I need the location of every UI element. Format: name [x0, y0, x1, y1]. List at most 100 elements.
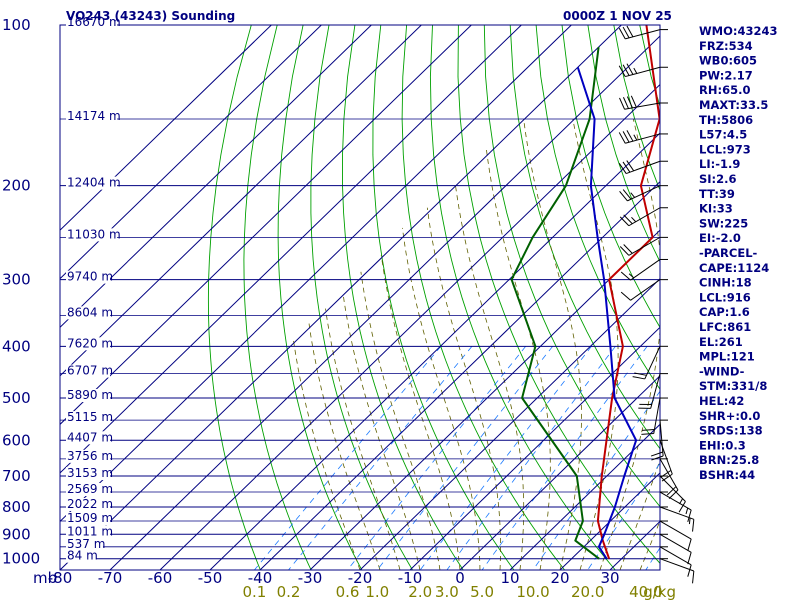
isotherm: [259, 180, 660, 570]
mixing-ratio-line: [481, 346, 648, 570]
temperature-tick-label: 30: [600, 569, 619, 587]
mixing-ratio-label: 40.0: [629, 583, 662, 600]
wind-barb-flag: [668, 489, 679, 499]
height-label: 2022 m: [67, 497, 113, 511]
wind-barb-flag: [619, 190, 628, 202]
wind-barb-flag: [687, 552, 692, 565]
dry-adiabat: [457, 25, 660, 564]
isotherm: [60, 25, 372, 328]
wind-barb: [618, 130, 668, 144]
height-label-bg: [66, 364, 110, 378]
stability-indices: WMO:43243FRZ:534WB0:605PW:2.17RH:65.0MAX…: [699, 24, 778, 482]
wind-barb-flag: [618, 65, 626, 77]
height-label: 537 m: [67, 537, 105, 551]
index-entry: WB0:605: [699, 54, 757, 68]
height-label-bg: [66, 483, 110, 497]
height-label-bg: [66, 176, 117, 190]
isotherm: [60, 25, 622, 570]
temperature-tick-label: -20: [348, 569, 373, 587]
height-label-bg: [66, 337, 110, 351]
wind-barb-flag: [622, 189, 632, 200]
isotherm: [309, 229, 660, 570]
wind-barb-half-flag: [628, 273, 635, 279]
wind-barb-shaft: [625, 66, 661, 78]
temperature-tick-label: 10: [500, 569, 519, 587]
wind-barb-shaft: [625, 29, 661, 40]
height-label-bg: [66, 306, 110, 320]
wind-barb-flag: [622, 161, 631, 173]
wind-barb-shaft: [659, 506, 694, 520]
temperature-tick-label: -40: [248, 569, 273, 587]
moist-adiabat: [455, 185, 525, 570]
chart-title: VO243 (43243) Sounding: [66, 9, 235, 23]
height-label: 9740 m: [67, 270, 113, 284]
moist-adiabat: [426, 207, 501, 570]
series-parcel: [576, 66, 638, 560]
dry-adiabat: [277, 25, 363, 570]
wind-barb-shaft: [659, 520, 692, 540]
wind-barb-shaft: [659, 420, 664, 457]
isotherm: [559, 472, 660, 570]
isotherm: [60, 25, 522, 474]
height-label: 3153 m: [67, 466, 113, 480]
wind-barb-shaft: [659, 440, 673, 475]
pressure-tick-label: 1000: [2, 550, 40, 568]
height-label-bg: [66, 449, 110, 463]
wind-barb-flag: [622, 26, 630, 39]
mixing-ratio-label: 20.0: [571, 583, 604, 600]
wind-barb: [618, 25, 668, 40]
valid-time: 0000Z 1 NOV 25: [563, 9, 672, 23]
dry-adiabat: [310, 25, 413, 570]
wind-barb-flag: [666, 486, 677, 496]
wind-barb-shaft: [630, 259, 661, 281]
wind-barb-shaft: [627, 185, 661, 202]
wind-barb-flag: [632, 376, 645, 380]
wind-barb-shaft: [659, 558, 694, 572]
wind-barb-shaft: [659, 533, 692, 553]
wind-barb-flag: [626, 96, 633, 109]
height-label-bg: [66, 497, 110, 511]
mixing-ratio-label: 3.0: [435, 583, 459, 600]
index-entry: -PARCEL-: [699, 246, 758, 260]
wind-barb-flag: [619, 246, 630, 256]
index-entry: EL:261: [699, 335, 743, 349]
index-entry: STM:331/8: [699, 379, 767, 393]
wind-barb-flag: [622, 97, 629, 109]
index-entry: MPL:121: [699, 350, 755, 364]
temperature-tick-label: 0: [455, 569, 465, 587]
index-entry: BRN:25.8: [699, 453, 759, 467]
temperature-tick-label: -10: [398, 569, 423, 587]
series-dewpoint: [510, 46, 600, 560]
wind-barb-shaft: [630, 279, 661, 301]
plot-frame: [59, 24, 661, 571]
index-entry: EI:-2.0: [699, 231, 741, 245]
index-entry: PW:2.17: [699, 68, 753, 82]
wind-barb-flag: [630, 95, 637, 108]
isotherm: [60, 25, 272, 231]
mixing-ratio-label: 2.0: [408, 583, 432, 600]
pressure-tick-label: 500: [2, 389, 31, 407]
wind-barb: [659, 520, 692, 552]
height-label: 2569 m: [67, 482, 113, 496]
wind-barb: [659, 558, 695, 584]
moist-adiabat: [308, 321, 381, 570]
grid: [60, 25, 660, 570]
index-entry: FRZ:534: [699, 39, 753, 53]
pressure-tick-label: 800: [2, 498, 31, 516]
wind-barb: [659, 546, 692, 577]
wind-barb: [650, 419, 668, 461]
index-entry: -WIND-: [699, 364, 745, 378]
height-label: 8604 m: [67, 305, 113, 319]
wind-barb-flag: [623, 214, 633, 225]
index-entry: MAXT:33.5: [699, 98, 768, 112]
height-label: 11030 m: [67, 227, 121, 241]
mixing-ratio-label: 0.1: [243, 583, 267, 600]
wind-barb: [659, 458, 679, 499]
moist-adiabat: [485, 147, 551, 570]
temperature-tick-label: -30: [298, 569, 323, 587]
height-label-bg: [66, 467, 110, 481]
temperature-tick-label: -50: [198, 569, 223, 587]
wind-barb-flag: [619, 97, 626, 110]
mixing-ratio-line: [254, 346, 442, 570]
